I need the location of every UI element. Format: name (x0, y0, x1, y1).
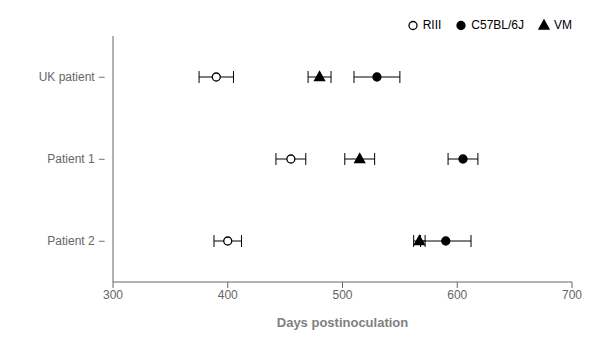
svg-text:Days postinoculation: Days postinoculation (277, 315, 409, 330)
svg-text:UK patient −: UK patient − (39, 70, 105, 84)
html-text:RIII: RIII (422, 18, 442, 32)
svg-text:Patient 1 −: Patient 1 − (47, 152, 105, 166)
html-text:C57BL/6J: C57BL/6J (471, 18, 524, 32)
html-text:VM: VM (554, 18, 572, 32)
svg-text:400: 400 (218, 288, 238, 302)
svg-text:500: 500 (332, 288, 352, 302)
svg-text:300: 300 (103, 288, 123, 302)
svg-text:Patient 2 −: Patient 2 − (47, 234, 105, 248)
svg-text:600: 600 (447, 288, 467, 302)
svg-text:700: 700 (562, 288, 582, 302)
